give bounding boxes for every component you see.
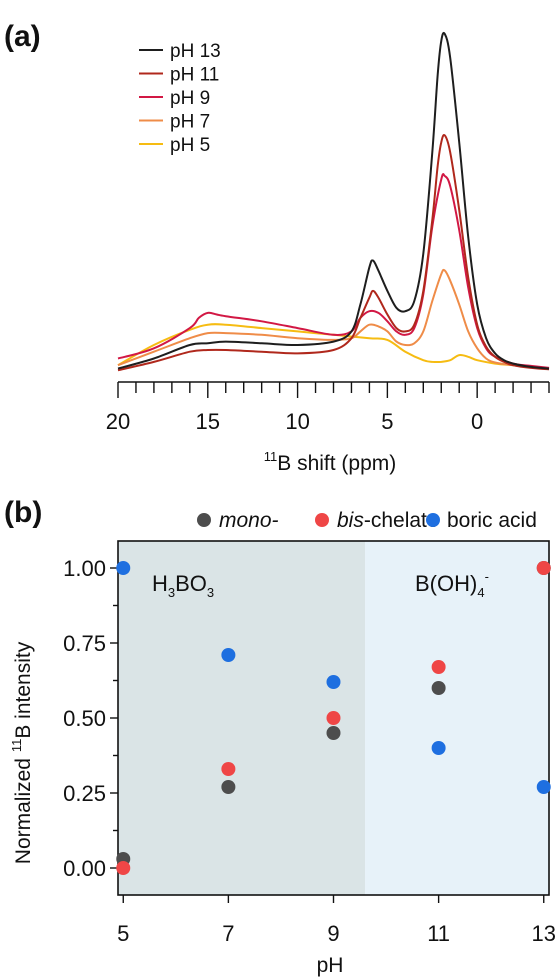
scatter-y-tick-label: 0.25 xyxy=(63,781,106,806)
legend-label-pH11: pH 11 xyxy=(170,65,219,86)
spectrum-line-pH13 xyxy=(117,31,550,370)
spectrum-tick-label: 15 xyxy=(196,409,220,434)
scatter-x-tick-label: 13 xyxy=(532,921,556,946)
spectrum-line-pH7 xyxy=(117,268,550,370)
scatter-y-tick-label: 1.00 xyxy=(63,556,106,581)
scatter-y-tick-label: 0.00 xyxy=(63,856,106,881)
scatter-x-axis-title: pH xyxy=(317,954,344,977)
spectrum-tick-label: 20 xyxy=(106,409,130,434)
scatter-x-tick-label: 7 xyxy=(222,921,234,946)
spectrum-line-pH11 xyxy=(117,133,550,372)
spectrum-x-axis-title: 11B shift (ppm) xyxy=(264,449,397,475)
spectrum-curves xyxy=(117,31,550,372)
spectrum-tick-label: 0 xyxy=(471,409,483,434)
point-bis xyxy=(221,762,236,776)
legend-label-bis: bis-chelate xyxy=(337,509,439,532)
scatter-x-tick-label: 9 xyxy=(327,921,339,946)
base-region-background xyxy=(365,541,549,895)
legend-marker-boric xyxy=(426,513,440,527)
point-bis xyxy=(431,660,446,674)
legend-label-pH7: pH 7 xyxy=(170,112,210,133)
point-boric xyxy=(536,780,551,794)
point-boric xyxy=(326,675,341,689)
spectrum-tick-label: 10 xyxy=(285,409,309,434)
point-bis xyxy=(326,711,341,725)
scatter-points xyxy=(116,561,551,875)
point-boric xyxy=(431,741,446,755)
point-mono xyxy=(431,681,446,695)
legend-label-pH5: pH 5 xyxy=(170,135,210,156)
scatter-y-tick-label: 0.75 xyxy=(63,631,106,656)
point-mono xyxy=(326,726,341,740)
scatter-ticks: 5 7 9 11 13 0.00 0.25 0.50 0.75 1.00 xyxy=(63,556,556,946)
region-label-h3bo3: H3BO3 xyxy=(152,571,214,600)
spectrum-tick-label: 5 xyxy=(381,409,393,434)
point-boric xyxy=(221,648,236,662)
panel-a-label: (a) xyxy=(4,20,41,53)
point-mono xyxy=(221,780,236,794)
point-bis xyxy=(536,561,551,575)
scatter-legend: mono- bis-chelate boric acid xyxy=(197,509,537,532)
spectrum-line-pH5 xyxy=(117,323,550,370)
legend-marker-mono xyxy=(197,513,211,527)
acid-region-background xyxy=(118,541,366,895)
legend-label-mono: mono- xyxy=(219,509,279,532)
intensity-scatter-chart: H3BO3 B(OH)4- 5 7 9 11 13 0.00 0.25 0.50 0.75 1.0… xyxy=(9,540,556,977)
scatter-x-tick-label: 11 xyxy=(427,921,450,946)
scatter-x-tick-label: 5 xyxy=(117,921,129,946)
scatter-y-tick-label: 0.50 xyxy=(63,706,106,731)
legend-label-pH9: pH 9 xyxy=(170,88,210,109)
legend-marker-bis xyxy=(315,513,329,527)
scatter-y-axis-title: Normalized 11B intensity xyxy=(9,641,35,864)
point-bis xyxy=(116,861,131,875)
point-boric xyxy=(116,561,131,575)
panel-b-label: (b) xyxy=(4,496,42,529)
legend-label-pH13: pH 13 xyxy=(170,41,221,62)
region-label-boh4: B(OH)4- xyxy=(415,569,489,600)
legend-label-boric: boric acid xyxy=(447,509,537,532)
spectrum-line-pH9 xyxy=(117,173,550,369)
spectrum-x-ticks: 20 15 10 5 0 xyxy=(106,382,550,434)
